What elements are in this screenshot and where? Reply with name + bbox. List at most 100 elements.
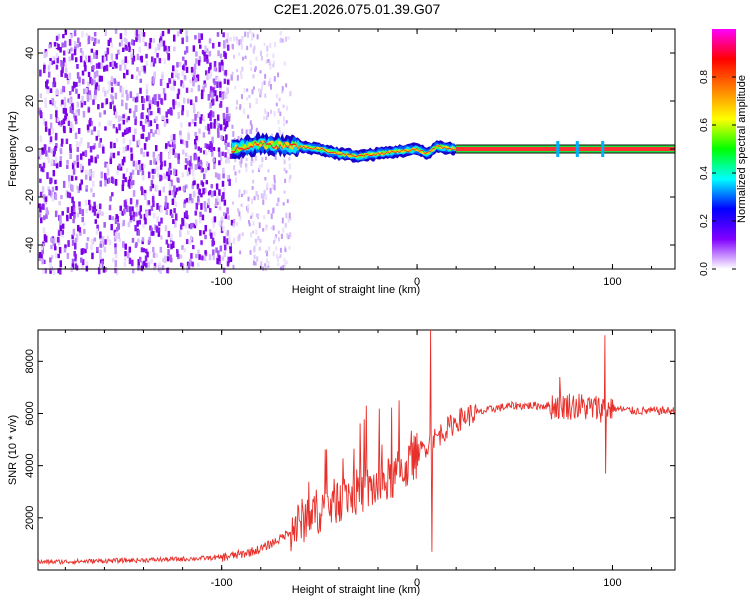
noise-cell: [169, 257, 173, 263]
noise-cell: [189, 159, 192, 167]
noise-cell: [153, 266, 156, 271]
noise-cell: [63, 60, 66, 67]
noise-cell: [38, 150, 41, 157]
noise-cell: [203, 201, 207, 209]
noise-cell: [267, 59, 270, 63]
noise-cell: [141, 239, 144, 245]
noise-cell: [224, 142, 228, 150]
noise-cell: [250, 232, 253, 238]
noise-cell: [139, 214, 143, 219]
noise-cell: [43, 66, 46, 74]
noise-cell: [120, 39, 124, 46]
noise-cell: [134, 128, 137, 135]
noise-cell: [89, 145, 93, 153]
noise-cell: [122, 137, 126, 144]
noise-cell: [107, 177, 111, 184]
noise-cell: [198, 188, 201, 196]
noise-cell: [188, 167, 191, 175]
noise-cell: [245, 157, 248, 161]
y-tick-label: 0: [24, 146, 36, 152]
noise-cell: [93, 126, 96, 132]
noise-cell: [86, 237, 90, 242]
noise-cell: [142, 151, 146, 157]
noise-cell: [192, 72, 196, 80]
noise-cell: [126, 60, 129, 65]
noise-cell: [193, 223, 197, 229]
snr-ylabel: SNR (10 * v/v): [7, 415, 19, 485]
noise-cell: [49, 114, 53, 120]
noise-cell: [194, 96, 198, 103]
noise-cell: [49, 177, 52, 185]
noise-cell: [144, 255, 148, 262]
noise-cell: [45, 51, 48, 57]
noise-cell: [162, 186, 166, 193]
noise-cell: [148, 236, 152, 242]
noise-cell: [66, 116, 70, 121]
noise-cell: [238, 170, 241, 174]
noise-cell: [134, 116, 137, 121]
noise-cell: [197, 60, 201, 66]
noise-cell: [213, 118, 217, 124]
noise-cell: [172, 34, 176, 42]
noise-cell: [63, 247, 67, 253]
noise-cell: [160, 40, 163, 48]
noise-cell: [204, 70, 208, 76]
noise-cell: [78, 227, 82, 233]
noise-cell: [222, 226, 225, 231]
noise-cell: [156, 123, 159, 130]
noise-cell: [93, 201, 96, 207]
noise-cell: [58, 246, 62, 254]
noise-cell: [75, 88, 78, 94]
noise-cell: [173, 144, 176, 150]
noise-cell: [225, 92, 228, 99]
noise-cell: [109, 61, 112, 67]
noise-cell: [153, 58, 157, 64]
noise-cell: [95, 246, 99, 252]
noise-cell: [134, 119, 137, 126]
noise-cell: [238, 233, 241, 240]
noise-cell: [42, 203, 45, 210]
noise-cell: [62, 85, 65, 92]
noise-cell: [99, 180, 103, 187]
noise-cell: [133, 110, 136, 118]
noise-cell: [106, 89, 110, 95]
noise-cell: [272, 251, 275, 257]
noise-cell: [65, 138, 69, 145]
noise-cell: [249, 250, 252, 255]
noise-cell: [181, 110, 184, 116]
noise-cell: [92, 65, 95, 71]
noise-cell: [199, 159, 203, 165]
noise-cell: [69, 121, 73, 129]
noise-cell: [44, 103, 48, 109]
noise-cell: [185, 210, 188, 218]
noise-cell: [253, 196, 256, 201]
noise-cell: [83, 228, 86, 234]
noise-cell: [247, 204, 250, 209]
noise-cell: [257, 194, 260, 200]
noise-cell: [197, 161, 200, 167]
noise-cell: [239, 215, 242, 221]
noise-cell: [52, 57, 56, 65]
noise-cell: [262, 194, 265, 200]
noise-cell: [215, 120, 219, 126]
noise-cell: [139, 87, 142, 94]
noise-cell: [168, 153, 171, 159]
noise-cell: [160, 217, 163, 224]
noise-cell: [277, 119, 280, 125]
noise-cell: [151, 196, 155, 203]
noise-cell: [286, 105, 289, 111]
noise-cell: [95, 228, 99, 235]
noise-cell: [122, 47, 125, 52]
noise-cell: [232, 223, 235, 228]
noise-cell: [217, 147, 221, 152]
noise-cell: [50, 237, 53, 243]
noise-cell: [67, 98, 70, 103]
noise-cell: [147, 239, 151, 245]
noise-cell: [60, 61, 64, 67]
noise-cell: [42, 162, 46, 168]
noise-cell: [207, 123, 210, 131]
noise-cell: [181, 71, 184, 77]
noise-cell: [264, 93, 267, 98]
noise-cell: [185, 184, 188, 189]
